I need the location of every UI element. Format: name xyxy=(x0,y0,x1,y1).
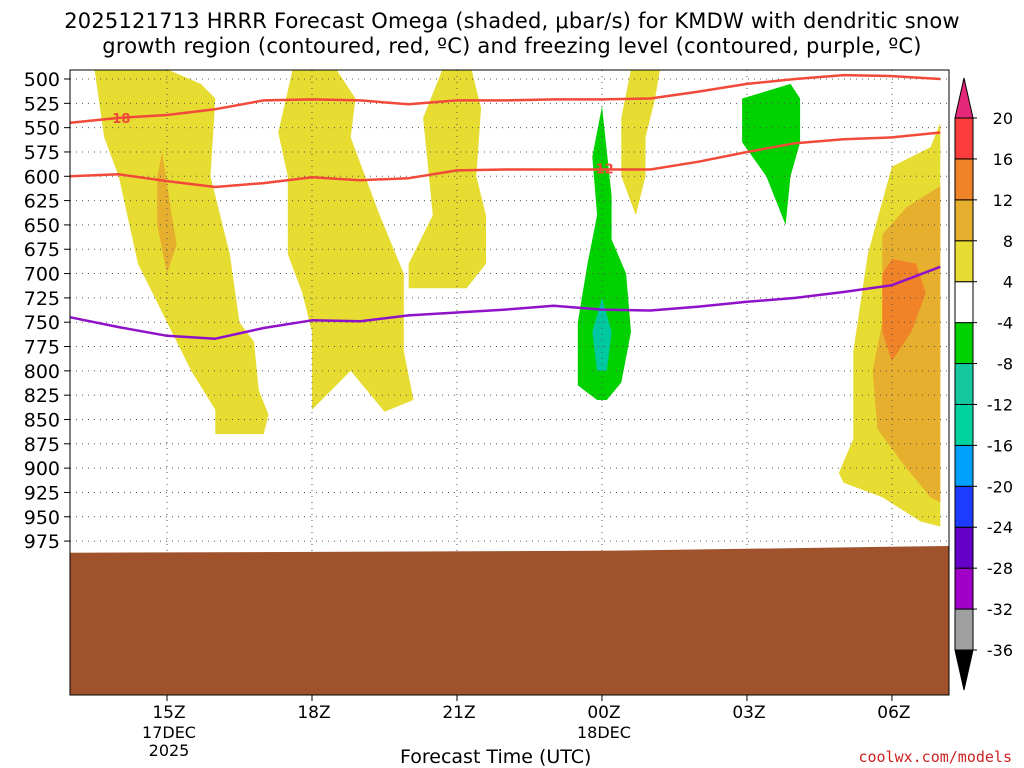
x-tick-label-06Z: 06Z xyxy=(877,703,910,723)
colorbar-bin-1 xyxy=(954,567,974,610)
chart-title-line-1: 2025121713 HRRR Forecast Omega (shaded, … xyxy=(64,9,960,33)
y-tick-label-975: 975 xyxy=(24,531,60,553)
contour-line-0 xyxy=(70,73,941,125)
y-tick-label-950: 950 xyxy=(24,507,60,529)
y-tick-label-550: 550 xyxy=(24,118,60,140)
colorbar-bin-9 xyxy=(954,240,974,283)
y-tick-label-600: 600 xyxy=(24,166,60,188)
colorbar-bin-5 xyxy=(954,403,974,446)
contour-layer: -18 -12 xyxy=(70,73,941,340)
colorbar-label-7: -8 xyxy=(997,355,1013,374)
x-tick-label-15Z: 15Z xyxy=(152,703,185,723)
y-tick-label-625: 625 xyxy=(24,191,60,213)
colorbar-bin-7 xyxy=(954,322,974,365)
y-tick-label-675: 675 xyxy=(24,239,60,261)
yellow-upward-motion-3 xyxy=(408,70,486,289)
yellow-upward-motion-2 xyxy=(278,70,414,412)
colorbar-label-8: -4 xyxy=(997,314,1013,333)
colorbar-label-2: -28 xyxy=(987,559,1013,578)
colorbar-bin-0 xyxy=(954,608,974,651)
plot-frame xyxy=(69,69,950,696)
green-downward-motion-2 xyxy=(742,83,801,225)
y-tick-label-925: 925 xyxy=(24,482,60,504)
colorbar-bin-6 xyxy=(954,363,974,405)
orange-upward-motion-small xyxy=(157,152,177,274)
ground-layer xyxy=(70,545,949,695)
colorbar-label-4: -20 xyxy=(987,477,1013,496)
y-tick-label-725: 725 xyxy=(24,288,60,310)
y-axis: 5005255505756006256506757007257507758008… xyxy=(24,69,70,553)
y-tick-label-650: 650 xyxy=(24,215,60,237)
credit-text: coolwx.com/models xyxy=(858,748,1012,766)
y-tick-label-875: 875 xyxy=(24,434,60,456)
y-tick-label-575: 575 xyxy=(24,142,60,164)
omega-shading-layer xyxy=(94,70,941,527)
y-tick-label-900: 900 xyxy=(24,458,60,480)
colorbar-label-1: -32 xyxy=(987,600,1013,619)
yellow-upward-motion-1 xyxy=(94,70,269,435)
y-tick-label-500: 500 xyxy=(24,69,60,91)
contour-line-2 xyxy=(70,265,941,340)
colorbar-bin-2 xyxy=(954,526,974,569)
y-tick-label-800: 800 xyxy=(24,361,60,383)
contour-label-1: -12 xyxy=(590,162,614,177)
colorbar-legend: -36 -32 -28 -24 -20 -16 -12 -8 -4 4 8 12 16 20 xyxy=(954,77,1013,691)
contour-label-0: -18 xyxy=(107,112,131,127)
contour-line-1 xyxy=(70,131,941,189)
x-tick-label-00Z: 00Z xyxy=(587,703,620,723)
x-tick-label-03Z: 03Z xyxy=(732,703,765,723)
ground-shading xyxy=(70,545,949,695)
colorbar-label-10: 8 xyxy=(1003,232,1013,251)
y-tick-label-525: 525 xyxy=(24,93,60,115)
x-tick-label-18Z: 18Z xyxy=(297,703,330,723)
x-tick-sublabel-00Z-0: 18DEC xyxy=(577,723,631,742)
colorbar-label-5: -16 xyxy=(987,436,1013,455)
colorbar-label-3: -24 xyxy=(987,518,1013,537)
colorbar-bin-4 xyxy=(954,444,974,487)
colorbar-label-0: -36 xyxy=(987,641,1013,660)
colorbar-bin-3 xyxy=(954,485,974,528)
y-tick-label-750: 750 xyxy=(24,312,60,334)
x-tick-sublabel-15Z-0: 17DEC xyxy=(142,723,196,742)
colorbar-max-arrow xyxy=(954,77,974,119)
y-tick-label-825: 825 xyxy=(24,385,60,407)
y-tick-label-700: 700 xyxy=(24,264,60,286)
x-tick-label-21Z: 21Z xyxy=(442,703,475,723)
colorbar-label-12: 16 xyxy=(993,150,1013,169)
colorbar-label-6: -12 xyxy=(987,395,1013,414)
x-axis-label: Forecast Time (UTC) xyxy=(400,746,592,768)
colorbar-bin-8 xyxy=(954,281,974,324)
x-tick-sublabel-15Z-1: 2025 xyxy=(149,741,190,760)
colorbar-label-11: 12 xyxy=(993,191,1013,210)
colorbar-min-arrow xyxy=(954,649,974,691)
green-downward-motion-1 xyxy=(577,106,631,400)
chart-title-line-2: growth region (contoured, red, ºC) and f… xyxy=(102,34,922,58)
colorbar-bin-12 xyxy=(954,117,974,160)
colorbar-bin-11 xyxy=(954,158,974,201)
colorbar-bin-10 xyxy=(954,199,974,242)
y-tick-label-850: 850 xyxy=(24,409,60,431)
yellow-upward-motion-4 xyxy=(621,70,660,216)
colorbar-label-13: 20 xyxy=(993,109,1013,128)
colorbar-label-9: 4 xyxy=(1003,273,1013,292)
y-tick-label-775: 775 xyxy=(24,337,60,359)
